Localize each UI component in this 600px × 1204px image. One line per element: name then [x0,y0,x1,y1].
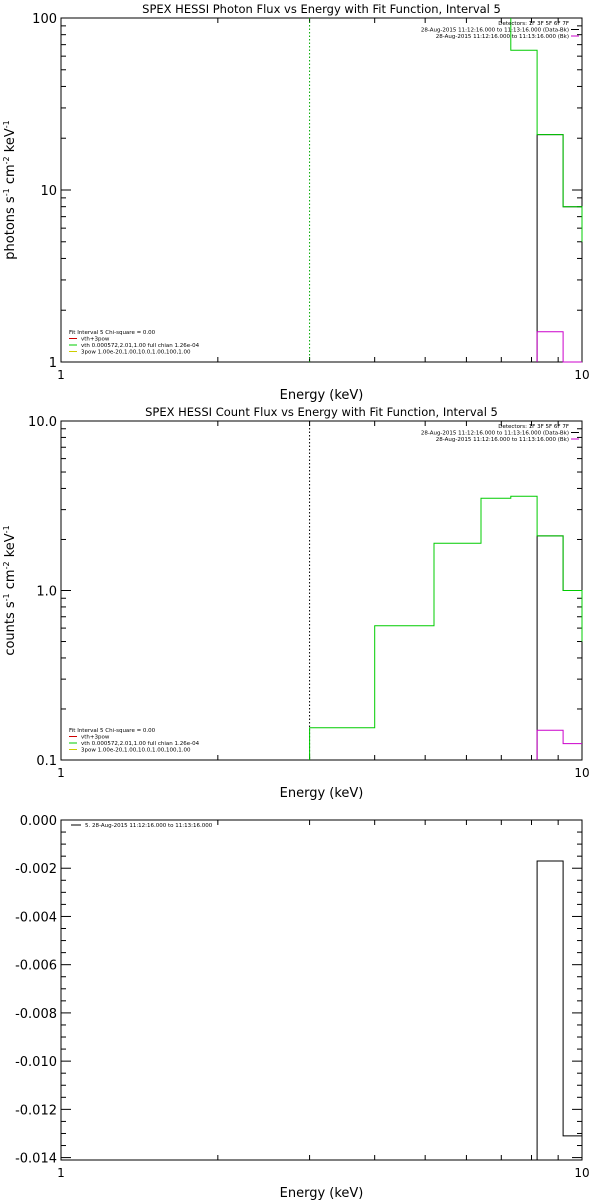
x-tick-label: 1 [57,766,65,780]
legend-entry: 28-Aug-2015 11:12:16.000 to 11:13:16.000… [421,431,569,437]
series-line-2 [536,331,582,363]
x-tick-label: 10 [574,368,589,382]
y-axis-label-part: photons s [3,196,18,260]
x-tick-label: 10 [574,766,589,780]
y-tick-label: -0.008 [15,1007,57,1022]
legend-entry: 5. 28-Aug-2015 11:12:16.000 to 11:13:16.… [85,823,213,829]
fit-legend-entry: vth 0.000572,2.01,1.00 full chian 1.26e-… [81,741,200,747]
series-line-3 [510,18,583,242]
y-tick-label: -0.006 [15,959,57,974]
legend-entry: Detectors: 1F 3F 5F 6F 7F [498,21,569,27]
y-tick-label: 10.0 [28,415,57,430]
x-axis-label: Energy (keV) [280,1186,364,1200]
fit-legend-entry: Fit Interval 5 Chi-square = 0.00 [69,330,156,336]
legend-entry: 28-Aug-2015 11:12:16.000 to 11:13:16.000… [421,28,569,34]
chart-title: SPEX HESSI Count Flux vs Energy with Fit… [145,405,498,419]
x-tick-label: 1 [57,1166,65,1180]
y-axis-label-part: cm [3,164,18,188]
y-tick-label: 100 [32,12,57,27]
y-tick-label: 1.0 [36,585,57,600]
y-axis-label-part: counts s [3,601,18,656]
y-tick-label: 0.1 [36,754,57,769]
y-tick-label: -0.002 [15,862,57,877]
y-axis-label-part: -2 [2,156,11,164]
y-axis-label: photons s-1 cm-2 keV-1 [2,120,18,259]
panel-3: 1 10 Energy (keV) 0.000 -0.002 -0.004 -0.006 -0… [15,814,590,1201]
y-axis-label-part: keV [3,533,18,561]
fit-legend-entry: 3pow 1.00e-20,1.00,10.0,1.00,100,1.00 [81,748,191,754]
fit-legend-entry: 3pow 1.00e-20,1.00,10.0,1.00,100,1.00 [81,350,191,356]
plot-frame [60,819,583,1161]
y-axis-label: counts s-1 cm-2 keV-1 [2,525,18,655]
x-axis-label: Energy (keV) [280,388,364,403]
series-line-1 [536,860,582,1160]
panel-1: SPEX HESSI Photon Flux vs Energy with Fi… [2,2,590,403]
y-tick-label: -0.010 [15,1055,57,1070]
y-tick-label: 1 [49,356,57,371]
series-line-2 [536,729,582,760]
y-axis-label-part: -1 [2,593,11,601]
y-tick-label: 10 [40,184,57,199]
fit-legend-entry: Fit Interval 5 Chi-square = 0.00 [69,728,156,734]
panel-2: SPEX HESSI Count Flux vs Energy with Fit… [2,405,590,801]
chart-title: SPEX HESSI Photon Flux vs Energy with Fi… [142,2,501,16]
y-axis-label-part: -1 [2,525,11,533]
legend-entry: 28-Aug-2015 11:12:16.000 to 11:13:16.000… [436,34,569,40]
y-tick-label: 0.000 [20,814,57,829]
plot-frame [60,420,583,761]
series-line-3 [309,495,583,760]
fit-legend-entry: vth+3pow [81,735,110,741]
legend-entry: Detectors: 1F 3F 5F 6F 7F [498,424,569,430]
y-tick-label: -0.014 [15,1152,57,1167]
y-axis-label-part: cm [3,569,18,593]
y-axis-label-part: keV [3,128,18,156]
plot-frame [60,17,583,363]
fit-legend-entry: vth 0.000572,2.01,1.00 full chian 1.26e-… [81,343,200,349]
y-axis-label-part: -1 [2,188,11,196]
legend-entry: 28-Aug-2015 11:12:16.000 to 11:13:16.000… [436,437,569,443]
y-tick-label: -0.004 [15,910,57,925]
series-line-1 [536,535,582,760]
x-axis-label: Energy (keV) [280,786,364,801]
series-line-1 [536,134,582,362]
y-tick-label: -0.012 [15,1103,57,1118]
y-axis-label-part: -1 [2,120,11,128]
y-axis-label-part: -2 [2,561,11,569]
x-tick-label: 1 [57,368,65,382]
fit-legend-entry: vth+3pow [81,337,110,343]
x-tick-label: 10 [574,1166,589,1180]
